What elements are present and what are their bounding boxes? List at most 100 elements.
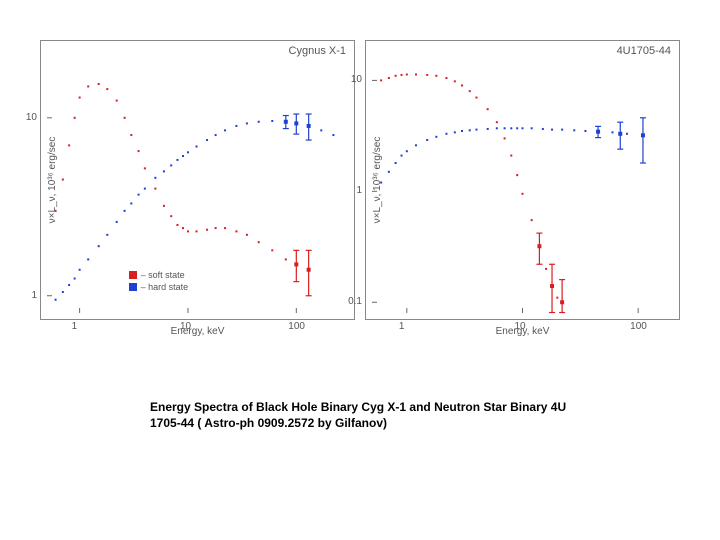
data-marker (144, 188, 146, 190)
data-marker (68, 144, 70, 146)
legend-row: – hard state (129, 281, 189, 293)
plot-svg (41, 41, 354, 319)
data-marker (510, 155, 512, 157)
data-marker (584, 130, 586, 132)
data-marker (271, 249, 273, 251)
legend-label: – soft state (141, 269, 185, 281)
data-marker (224, 227, 226, 229)
panel-title: Cygnus X-1 (289, 45, 346, 57)
data-marker (426, 139, 428, 141)
y-tick-label: 10 (351, 74, 362, 85)
data-marker (144, 167, 146, 169)
data-marker (187, 151, 189, 153)
data-marker (542, 128, 544, 130)
data-marker (475, 97, 477, 99)
data-marker (130, 134, 132, 136)
data-marker (163, 170, 165, 172)
data-marker (176, 159, 178, 161)
data-marker (196, 145, 198, 147)
panel-title: 4U1705-44 (617, 45, 671, 57)
data-marker (454, 131, 456, 133)
data-marker (454, 80, 456, 82)
data-marker (235, 125, 237, 127)
data-marker (246, 122, 248, 124)
data-marker (170, 164, 172, 166)
data-marker (154, 177, 156, 179)
y-tick-label: 1 (31, 290, 37, 301)
plot-svg (366, 41, 679, 319)
data-marker (258, 121, 260, 123)
x-axis-label: Energy, keV (171, 326, 225, 337)
data-marker (545, 268, 547, 270)
data-marker (87, 258, 89, 260)
data-marker (612, 131, 614, 133)
data-marker (561, 129, 563, 131)
data-marker (573, 129, 575, 131)
data-marker (469, 90, 471, 92)
data-marker (74, 278, 76, 280)
data-marker (224, 129, 226, 131)
data-marker (504, 127, 506, 129)
data-marker (79, 269, 81, 271)
data-marker (388, 171, 390, 173)
x-tick-label: 1 (399, 321, 405, 332)
data-marker (388, 77, 390, 79)
data-marker (206, 139, 208, 141)
data-marker (182, 155, 184, 157)
data-marker (87, 85, 89, 87)
data-marker (106, 88, 108, 90)
x-tick-label: 10 (515, 321, 526, 332)
data-marker (504, 137, 506, 139)
data-marker (130, 202, 132, 204)
data-marker (170, 215, 172, 217)
data-marker (522, 193, 524, 195)
legend-row: – soft state (129, 269, 189, 281)
x-tick-label: 100 (630, 321, 647, 332)
x-tick-label: 10 (180, 321, 191, 332)
data-marker (182, 227, 184, 229)
data-marker (332, 134, 334, 136)
legend-swatch (129, 283, 137, 291)
data-marker (426, 74, 428, 76)
data-marker (496, 127, 498, 129)
data-marker (215, 227, 217, 229)
data-marker (626, 133, 628, 135)
data-marker (206, 229, 208, 231)
data-marker (68, 284, 70, 286)
data-marker (106, 234, 108, 236)
data-marker (380, 79, 382, 81)
figure-caption: Energy Spectra of Black Hole Binary Cyg … (150, 400, 570, 431)
data-marker (406, 74, 408, 76)
data-marker (196, 230, 198, 232)
data-marker (98, 245, 100, 247)
data-marker (469, 129, 471, 131)
data-marker (320, 129, 322, 131)
legend-swatch (129, 271, 137, 279)
data-marker (79, 97, 81, 99)
data-marker (124, 117, 126, 119)
data-marker (415, 74, 417, 76)
data-marker (62, 291, 64, 293)
data-marker (435, 75, 437, 77)
y-axis-label: ν×L_ν, 10³⁶ erg/sec (372, 137, 383, 224)
chart-area: Cygnus X-1 ν×L_ν, 10³⁶ erg/sec Energy, k… (40, 40, 680, 320)
data-marker (285, 258, 287, 260)
data-marker (62, 179, 64, 181)
data-marker (163, 205, 165, 207)
data-marker (55, 299, 57, 301)
data-marker (74, 117, 76, 119)
data-marker (445, 77, 447, 79)
data-marker (496, 121, 498, 123)
data-marker (406, 150, 408, 152)
data-marker (522, 127, 524, 129)
x-tick-label: 100 (288, 321, 305, 332)
data-marker (154, 188, 156, 190)
data-marker (551, 129, 553, 131)
data-marker (516, 174, 518, 176)
data-marker (395, 75, 397, 77)
data-marker (246, 234, 248, 236)
x-tick-label: 1 (72, 321, 78, 332)
data-marker (176, 224, 178, 226)
data-marker (531, 127, 533, 129)
data-marker (258, 241, 260, 243)
